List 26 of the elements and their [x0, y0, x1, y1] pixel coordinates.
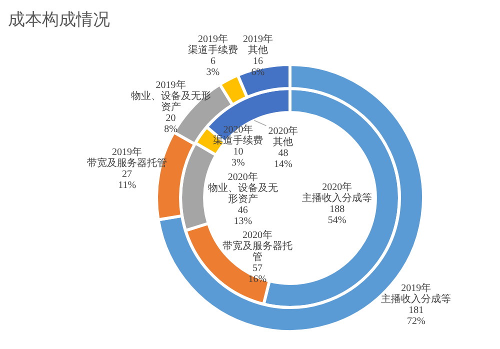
text: 2020年 [228, 172, 258, 183]
slice-label: 主播收入分成等 [381, 293, 452, 306]
category-label: 带宽及服务器托管 [222, 240, 292, 263]
data-label: 46 13% [234, 204, 252, 227]
data-label: 20 8% [164, 113, 178, 136]
data-label: 27 11% [118, 169, 136, 192]
data-label: 16 6% [251, 56, 265, 78]
slice-label: 主播收入分成等 [302, 192, 372, 204]
text: 2020年 [242, 230, 272, 241]
text: 2019年 [156, 80, 186, 92]
data-label: 181 72% [407, 305, 426, 328]
chart-title: 成本构成情况 [8, 9, 110, 31]
text: 2020年 [322, 182, 352, 193]
data-label: 188 54% [328, 204, 346, 226]
data-label: 48 14% [274, 148, 292, 170]
slice-label: 2019年 [401, 282, 432, 294]
slice-label: 其他 [273, 136, 294, 148]
slice-label: 渠道手续费 [188, 44, 238, 56]
data-label: 6 3% [206, 56, 220, 78]
text: 2020年 [268, 126, 298, 137]
category-label: 物业、设备及无形资产 [208, 182, 278, 205]
slice-label: 其他 [248, 44, 268, 56]
text: 2019年 [198, 34, 228, 46]
text: 2019年 [242, 34, 273, 46]
text: 2019年 [112, 147, 142, 158]
data-label: 10 3% [232, 146, 245, 169]
